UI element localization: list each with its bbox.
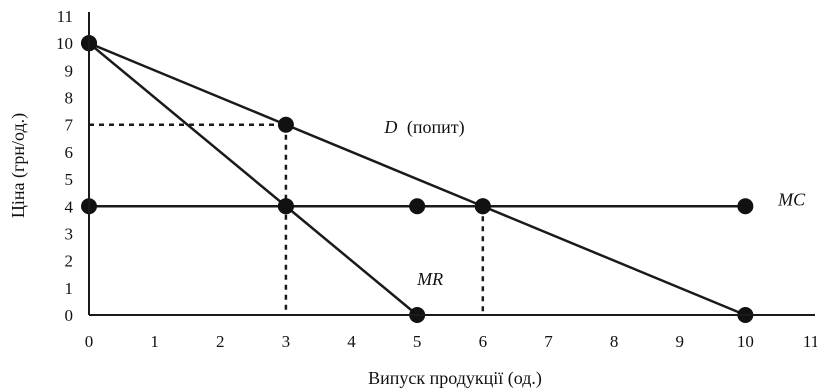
data-points: [81, 35, 754, 323]
y-tick-2: 2: [65, 252, 74, 271]
y-tick-9: 9: [65, 61, 74, 80]
x-tick-2: 2: [216, 332, 225, 351]
x-tick-7: 7: [544, 332, 553, 351]
point-d-1: [277, 116, 294, 133]
point-mc-1: [277, 198, 294, 215]
y-tick-4: 4: [65, 197, 74, 216]
y-axis-label: Ціна (грн/од.): [8, 113, 29, 218]
series-label-mr: MR: [416, 269, 443, 289]
point-mc-2: [409, 198, 426, 215]
point-mc-4: [737, 198, 754, 215]
x-axis-label: Випуск продукції (од.): [368, 368, 542, 389]
guide-lines: [89, 123, 485, 315]
series-label-d: D (попит): [383, 117, 464, 138]
series-label-d-rest: (попит): [407, 117, 465, 138]
y-tick-3: 3: [65, 224, 74, 243]
x-tick-4: 4: [347, 332, 356, 351]
x-tick-labels: 0 1 2 3 4 5 6 7 8 9 10 11: [85, 332, 817, 351]
x-tick-8: 8: [610, 332, 619, 351]
series-label-mc: MC: [777, 189, 806, 209]
series-line-mr: [88, 42, 418, 316]
point-mc-3: [474, 198, 491, 215]
y-tick-8: 8: [65, 89, 74, 108]
x-tick-3: 3: [282, 332, 291, 351]
x-tick-6: 6: [479, 332, 488, 351]
y-tick-5: 5: [65, 170, 74, 189]
series-line-d: [88, 42, 746, 317]
y-tick-11: 11: [57, 7, 73, 26]
x-tick-0: 0: [85, 332, 94, 351]
x-tick-1: 1: [150, 332, 159, 351]
x-tick-11: 11: [803, 332, 817, 351]
x-tick-9: 9: [675, 332, 684, 351]
x-tick-5: 5: [413, 332, 422, 351]
y-tick-10: 10: [56, 34, 73, 53]
y-tick-7: 7: [65, 116, 74, 135]
y-tick-1: 1: [65, 279, 74, 298]
y-tick-labels: 0 1 2 3 4 5 6 7 8 9 10 11: [56, 7, 74, 325]
y-tick-0: 0: [65, 306, 74, 325]
y-tick-6: 6: [65, 143, 74, 162]
series-label-d-main: D: [383, 117, 397, 137]
x-tick-10: 10: [737, 332, 754, 351]
